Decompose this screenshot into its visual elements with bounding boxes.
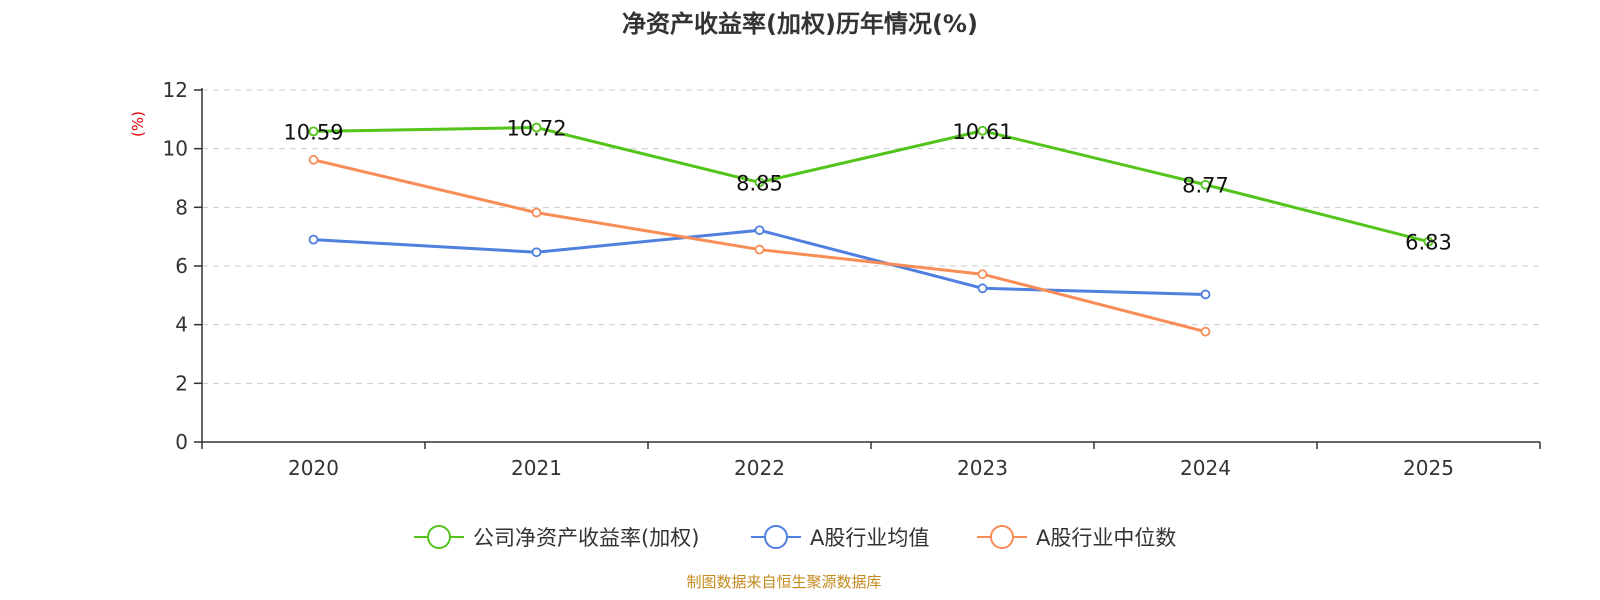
data-label: 10.59 [283, 120, 343, 144]
legend-marker [990, 525, 1014, 549]
data-point[interactable] [977, 283, 988, 294]
data-point[interactable] [1200, 289, 1211, 300]
legend-item-1[interactable]: A股行业均值 [751, 525, 929, 550]
data-point[interactable] [754, 244, 765, 255]
x-tick-label: 2021 [511, 456, 562, 480]
data-point[interactable] [1200, 179, 1211, 190]
y-tick-label: 8 [175, 195, 188, 219]
x-tick-label: 2020 [288, 456, 339, 480]
data-point[interactable] [1423, 236, 1434, 247]
legend-marker [764, 525, 788, 549]
data-point[interactable] [308, 234, 319, 245]
y-tick-label: 6 [175, 254, 188, 278]
y-tick-label: 10 [163, 137, 188, 161]
x-tick-label: 2023 [957, 456, 1008, 480]
chart-title: 净资产收益率(加权)历年情况(%) [622, 10, 978, 38]
y-tick-label: 12 [163, 78, 188, 102]
legend-label: A股行业均值 [810, 526, 929, 550]
data-point[interactable] [531, 122, 542, 133]
legend-label: 公司净资产收益率(加权) [473, 526, 699, 550]
data-point[interactable] [754, 225, 765, 236]
data-label: 8.77 [1182, 174, 1229, 198]
data-source-note: 制图数据来自恒生聚源数据库 [686, 573, 881, 591]
data-point[interactable] [308, 154, 319, 165]
data-label: 10.61 [952, 120, 1012, 144]
data-labels: 10.59 10.72 8.85 10.61 8.77 6.83 [283, 117, 1451, 255]
axes: 0 2 4 6 8 10 12 2020 2021 2022 2023 2024 2025 [163, 78, 1541, 480]
x-tick-label: 2025 [1403, 456, 1454, 480]
x-tick-label: 2022 [734, 456, 785, 480]
legend-item-0[interactable]: 公司净资产收益率(加权) [414, 525, 699, 550]
data-point[interactable] [531, 207, 542, 218]
y-tick-label: 0 [175, 430, 188, 454]
legend-marker [427, 525, 451, 549]
data-label: 6.83 [1405, 231, 1452, 255]
data-point[interactable] [1200, 326, 1211, 337]
series-line-1 [313, 228, 1206, 296]
data-label: 8.85 [736, 171, 783, 195]
gridlines [202, 89, 1540, 384]
x-tick-label: 2024 [1180, 456, 1231, 480]
data-point[interactable] [531, 247, 542, 258]
y-tick-label: 4 [175, 313, 188, 337]
data-point[interactable] [977, 125, 988, 136]
series-line-0 [313, 126, 1429, 244]
data-point[interactable] [754, 177, 765, 188]
data-point[interactable] [308, 126, 319, 137]
legend-item-2[interactable]: A股行业中位数 [977, 525, 1176, 550]
y-axis-unit-label: (%) [129, 111, 147, 137]
series-lines [308, 122, 1434, 337]
data-label: 10.72 [506, 117, 566, 141]
legend[interactable]: 公司净资产收益率(加权) A股行业均值 A股行业中位数 [414, 525, 1176, 550]
data-point[interactable] [977, 269, 988, 280]
legend-label: A股行业中位数 [1036, 526, 1176, 550]
y-tick-label: 2 [175, 371, 188, 395]
